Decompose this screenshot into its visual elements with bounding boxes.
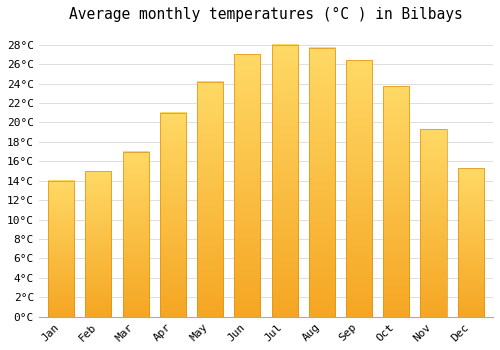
Bar	[272, 45, 297, 317]
Bar	[197, 82, 223, 317]
Bar	[234, 54, 260, 317]
Bar	[48, 181, 74, 317]
Bar	[122, 152, 148, 317]
Bar	[346, 60, 372, 317]
Bar	[160, 113, 186, 317]
Bar	[458, 168, 483, 317]
Bar	[308, 48, 335, 317]
Bar	[383, 86, 409, 317]
Title: Average monthly temperatures (°C ) in Bilbays: Average monthly temperatures (°C ) in Bi…	[69, 7, 463, 22]
Bar	[86, 171, 112, 317]
Bar	[420, 129, 446, 317]
